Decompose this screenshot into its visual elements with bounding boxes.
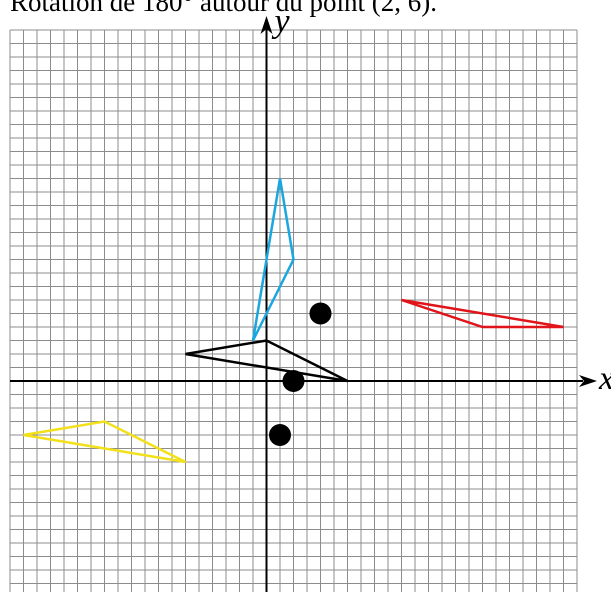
- axes: x y: [10, 3, 611, 592]
- grid: [10, 30, 577, 592]
- point-marker: [283, 370, 305, 392]
- points: [269, 303, 332, 447]
- point-marker: [269, 424, 291, 446]
- point-marker: [310, 303, 332, 325]
- page-title: Rotation de 180° autour du point (2, 6).: [10, 0, 437, 18]
- x-axis-label: x: [598, 360, 611, 397]
